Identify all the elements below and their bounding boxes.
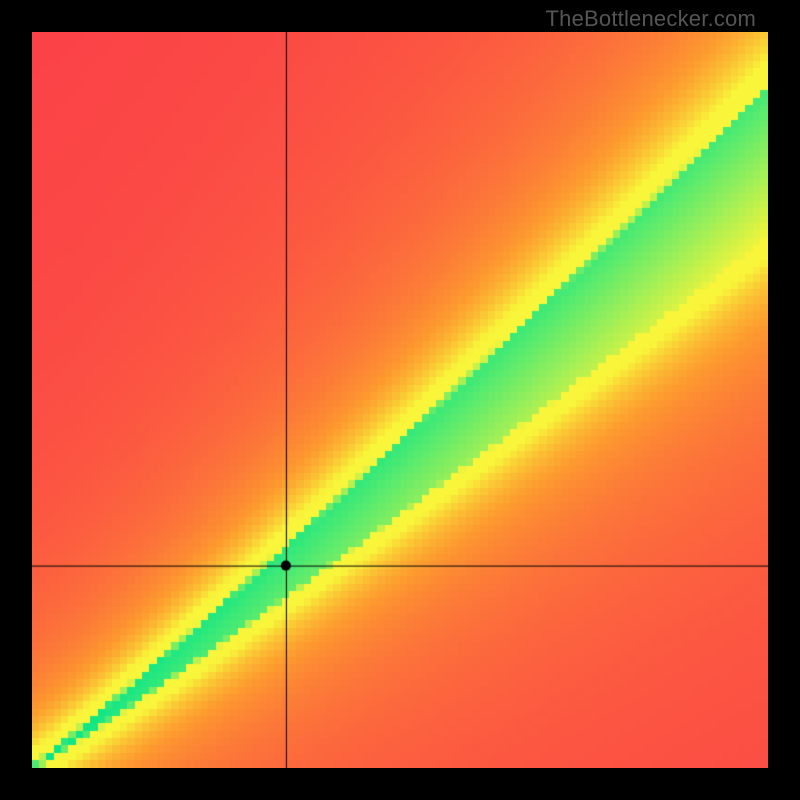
chart-container: TheBottlenecker.com	[0, 0, 800, 800]
bottleneck-heatmap	[32, 32, 768, 768]
watermark-text: TheBottlenecker.com	[546, 6, 756, 32]
